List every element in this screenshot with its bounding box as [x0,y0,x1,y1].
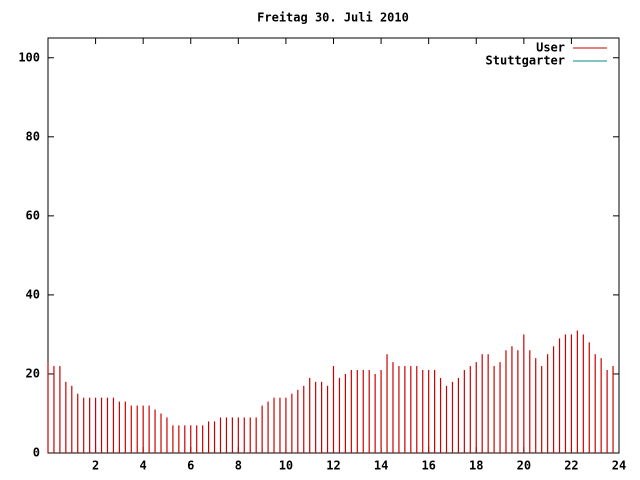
x-tick-label: 12 [326,459,340,473]
x-tick-label: 6 [187,459,194,473]
y-tick-label: 100 [18,50,40,64]
y-tick-label: 40 [26,287,40,301]
x-tick-label: 18 [469,459,483,473]
x-tick-label: 22 [564,459,578,473]
x-tick-label: 2 [92,459,99,473]
x-tick-label: 4 [140,459,147,473]
x-tick-label: 10 [279,459,293,473]
x-tick-label: 14 [374,459,388,473]
x-tick-label: 24 [612,459,626,473]
y-tick-label: 60 [26,208,40,222]
chart-title: Freitag 30. Juli 2010 [257,11,409,25]
x-tick-label: 20 [517,459,531,473]
y-tick-label: 80 [26,129,40,143]
legend-label: User [536,41,565,55]
x-tick-label: 16 [421,459,435,473]
y-tick-label: 20 [26,366,40,380]
legend-label: Stuttgarter [486,54,565,68]
y-tick-label: 0 [33,446,40,460]
x-tick-label: 8 [235,459,242,473]
